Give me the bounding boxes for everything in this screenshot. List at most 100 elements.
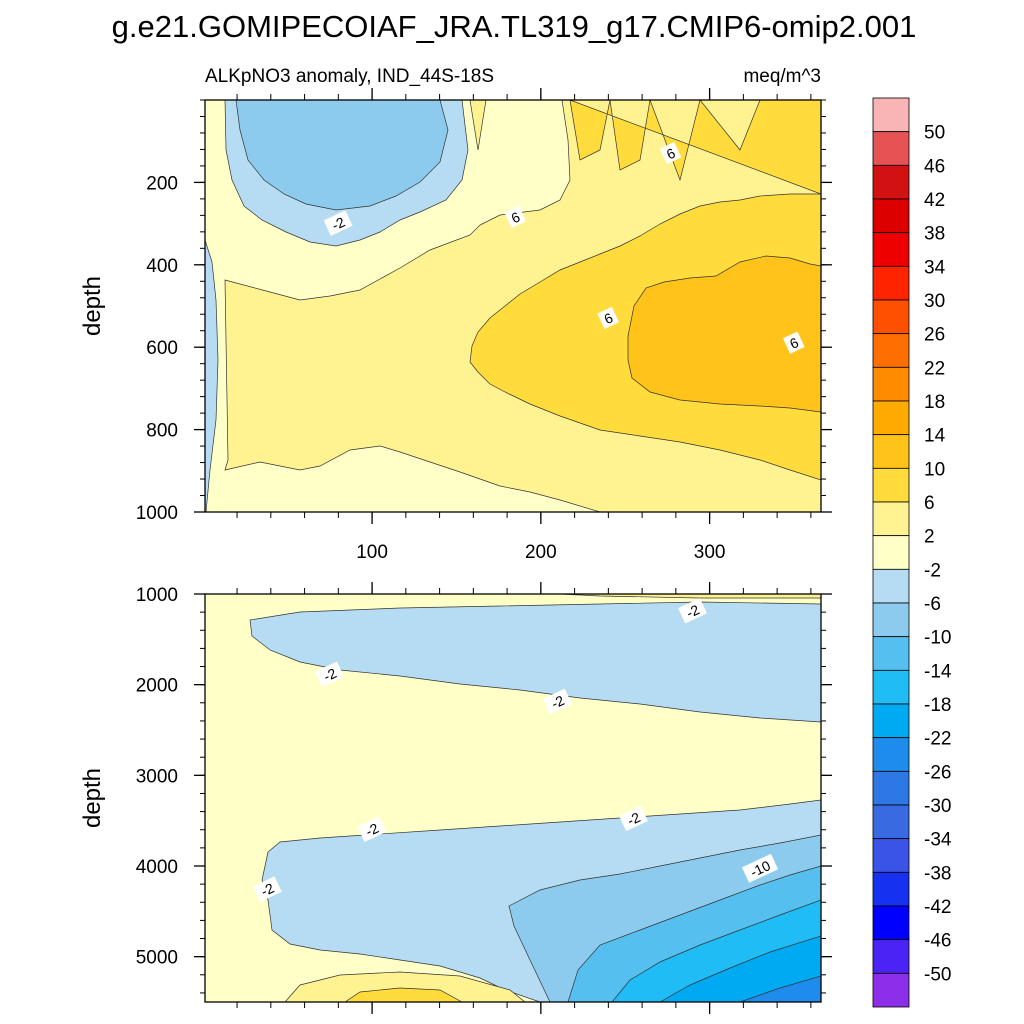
upper-ylabel: depth [79,276,106,336]
colorbar-label: 10 [924,459,945,480]
colorbar-label: -50 [924,964,951,985]
contour-label: -2 [252,876,282,902]
colorbar-label: 50 [924,123,945,144]
contour-label: 6 [597,306,619,329]
colorbar-label: 42 [924,190,945,211]
y-tick-label: 2000 [136,676,178,697]
colorbar-label: 30 [924,291,945,312]
colorbar: 50 46 42 38 34 30 26 22 18 14 10 6 2 -2 -6 -10 -14 -18 -22… [872,97,952,1008]
colorbar-label: -22 [924,729,951,750]
y-tick-label: 1000 [136,503,178,524]
contour-label: -10 [741,853,779,883]
colorbar-swatch [872,905,910,941]
colorbar-label: 34 [924,257,946,278]
lower-panel [205,594,821,1002]
colorbar-swatch [872,97,910,133]
lower-fill-band-6-10-bottom [344,987,463,1002]
contour-label: -2 [678,597,707,624]
colorbar-label: 22 [924,358,945,379]
colorbar-label: -34 [924,830,952,851]
upper-ticks: 200 400 600 800 1000 100 200 300 [136,88,832,563]
contour-label: 6 [782,331,805,354]
x-tick-label: 200 [525,542,557,563]
colorbar-swatch [872,939,910,974]
colorbar-label: -26 [924,762,951,783]
y-tick-label: 5000 [136,948,178,969]
contour-label: 6 [659,142,682,165]
y-tick-label: 400 [146,256,178,277]
upper-contour-labels: -2 6 6 6 6 [323,142,805,354]
colorbar-swatch [872,568,910,604]
y-tick-label: 4000 [136,857,178,878]
colorbar-swatch [872,333,910,368]
colorbar-label: -2 [924,560,941,581]
colorbar-swatch [872,804,910,840]
contour-label: -2 [323,210,353,236]
contour-label: -2 [357,816,387,843]
colorbar-swatch [872,636,910,671]
colorbar-label: -38 [924,863,951,884]
contour-label: -2 [315,661,345,688]
lower-fill-band-m2-m6-upper [249,601,821,723]
svg-text:-10: -10 [748,857,773,880]
contour-label: -2 [543,688,572,715]
colorbar-swatch [872,299,910,335]
y-tick-label: 1000 [136,585,178,606]
chart-title: g.e21.GOMIPECOIAF_JRA.TL319_g17.CMIP6-om… [112,9,917,44]
colorbar-swatch [872,871,910,907]
upper-panel [205,100,821,512]
colorbar-swatch [872,265,910,301]
colorbar-label: -30 [924,796,951,817]
lower-fill-band-m22-m26 [739,975,821,1002]
colorbar-swatch [872,501,910,537]
chart-subtitle-left: ALKpNO3 anomaly, IND_44S-18S [205,66,494,87]
colorbar-label: 14 [924,426,946,447]
colorbar-label: -6 [924,594,941,615]
colorbar-swatch [872,232,910,267]
colorbar-swatch [872,366,910,402]
colorbar-label: -42 [924,897,951,918]
lower-ylabel: depth [79,768,106,828]
colorbar-swatch [872,400,910,436]
upper-fill-band-m6-m10 [235,100,449,211]
upper-fill-band-10-14 [627,255,821,413]
colorbar-swatch [872,467,910,503]
colorbar-label: -18 [924,695,951,716]
colorbar-swatch [872,838,910,873]
contour-label: 6 [504,205,527,229]
colorbar-swatch [872,198,910,234]
upper-fill-west-edge [205,239,219,512]
lower-ticks: 1000 2000 3000 4000 5000 [136,582,832,1014]
colorbar-swatch [872,131,910,166]
lower-fill-band-m18-m22 [659,935,821,1002]
x-tick-label: 100 [356,542,388,563]
colorbar-label: 26 [924,325,945,346]
contour-label: -2 [618,805,648,832]
colorbar-swatch [872,602,910,638]
colorbar-label: -14 [924,661,952,682]
colorbar-swatch [872,434,910,469]
chart-subtitle-right: meq/m^3 [743,66,821,87]
y-tick-label: 600 [146,338,178,359]
colorbar-swatch [872,770,910,806]
colorbar-swatch [872,703,910,739]
lower-fill-band-2-6-bottom [284,971,526,1002]
y-tick-label: 3000 [136,766,178,787]
colorbar-label: 2 [924,527,935,548]
x-tick-label: 300 [694,542,726,563]
colorbar-swatch [872,669,910,705]
colorbar-label: 6 [924,493,935,514]
y-tick-label: 200 [146,173,178,194]
lower-axes-frame [204,593,822,1003]
colorbar-swatch [872,737,910,772]
colorbar-label: 46 [924,156,945,177]
y-tick-label: 800 [146,421,178,442]
colorbar-swatch [872,164,910,200]
colorbar-label: -46 [924,931,951,952]
colorbar-swatch [872,972,910,1008]
colorbar-label: 18 [924,392,945,413]
upper-axes-frame [204,99,822,513]
colorbar-swatch [872,535,910,570]
lower-fill-band-2-6-top-sliver [559,594,821,599]
